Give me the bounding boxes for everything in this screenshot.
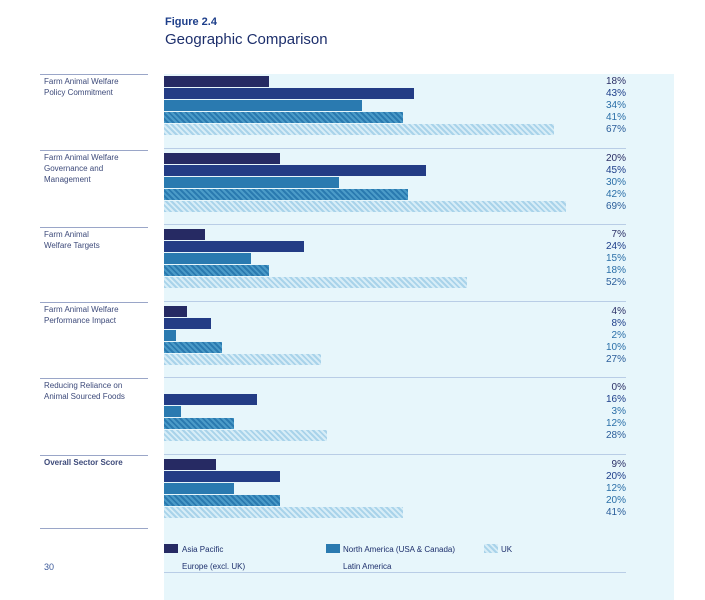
bar <box>164 253 252 264</box>
bar <box>164 241 304 252</box>
legend-label: UK <box>501 545 513 554</box>
category-label: Farm Animal Welfare Policy Commitment <box>44 77 119 97</box>
group-separator <box>164 300 626 302</box>
bar <box>164 76 269 87</box>
legend-swatch <box>326 544 340 553</box>
category-rule <box>40 302 148 303</box>
bar <box>164 458 217 470</box>
bar <box>164 200 566 212</box>
bar <box>164 341 223 353</box>
bar <box>164 353 322 365</box>
bar <box>164 406 182 417</box>
bar <box>164 470 281 482</box>
group-separator <box>164 453 626 455</box>
value-label: 42% <box>605 188 626 200</box>
bar <box>164 317 211 329</box>
legend-label: Europe (excl. UK) <box>182 562 246 571</box>
left-rule <box>40 528 148 529</box>
page-number: 30 <box>44 562 55 572</box>
category-rule <box>40 227 148 228</box>
value-label: 2% <box>611 329 626 341</box>
group-separator <box>164 377 626 378</box>
value-label: 20% <box>605 152 626 164</box>
bar <box>164 329 176 341</box>
value-label: 69% <box>605 200 626 212</box>
value-label: 7% <box>611 229 626 240</box>
legend-label: Asia Pacific <box>182 545 224 554</box>
bar <box>164 124 554 135</box>
value-label: 41% <box>605 112 626 123</box>
value-label: 18% <box>605 76 626 87</box>
legend-label: North America (USA & Canada) <box>343 545 456 554</box>
bar <box>164 394 258 405</box>
bar <box>164 506 403 518</box>
bar <box>164 176 339 188</box>
category-label: Farm Animal Welfare Performance Impact <box>44 305 119 325</box>
value-label: 20% <box>605 470 626 482</box>
value-label: 0% <box>611 382 626 393</box>
category-rule <box>40 378 148 379</box>
bar <box>164 152 281 164</box>
bar <box>164 482 234 494</box>
category-label: Overall Sector Score <box>44 458 123 467</box>
category-label: Farm Animal Welfare Governance and Manag… <box>44 153 119 184</box>
bar <box>164 112 403 123</box>
category-label: Reducing Reliance on Animal Sourced Food… <box>44 381 125 401</box>
bar <box>164 418 234 429</box>
category-rule <box>40 150 148 151</box>
bar <box>164 265 269 276</box>
value-label: 28% <box>605 430 626 441</box>
bar <box>164 164 426 176</box>
value-label: 12% <box>605 482 626 494</box>
value-label: 27% <box>605 353 626 365</box>
category-rule <box>40 455 148 456</box>
value-label: 16% <box>605 394 626 405</box>
value-label: 43% <box>605 88 626 99</box>
value-label: 15% <box>605 253 626 264</box>
legend-swatch <box>484 544 498 553</box>
bar <box>164 430 327 441</box>
figure-title: Geographic Comparison <box>165 31 328 48</box>
value-label: 34% <box>605 100 626 111</box>
value-label: 41% <box>605 506 626 518</box>
legend-rule <box>164 572 626 573</box>
value-label: 4% <box>611 305 626 317</box>
bar <box>164 305 188 317</box>
value-label: 3% <box>611 406 626 417</box>
bar <box>164 100 362 111</box>
value-label: 9% <box>611 458 626 470</box>
group-separator <box>164 147 626 149</box>
bar <box>164 88 415 99</box>
value-label: 10% <box>605 341 626 353</box>
bar <box>164 229 205 240</box>
value-label: 18% <box>605 265 626 276</box>
value-label: 52% <box>605 277 626 288</box>
legend-swatch <box>164 544 178 553</box>
group-separator <box>164 224 626 225</box>
value-label: 30% <box>605 176 626 188</box>
figure-label: Figure 2.4 <box>165 16 217 28</box>
category-rule <box>40 74 148 75</box>
value-label: 20% <box>605 494 626 506</box>
legend-label: Latin America <box>343 562 392 571</box>
value-label: 67% <box>605 124 626 135</box>
bar <box>164 277 467 288</box>
value-label: 24% <box>605 241 626 252</box>
value-label: 45% <box>605 164 626 176</box>
value-label: 8% <box>611 317 626 329</box>
bar <box>164 494 281 506</box>
category-label: Farm Animal Welfare Targets <box>44 230 100 250</box>
bar <box>164 188 409 200</box>
value-label: 12% <box>605 418 626 429</box>
